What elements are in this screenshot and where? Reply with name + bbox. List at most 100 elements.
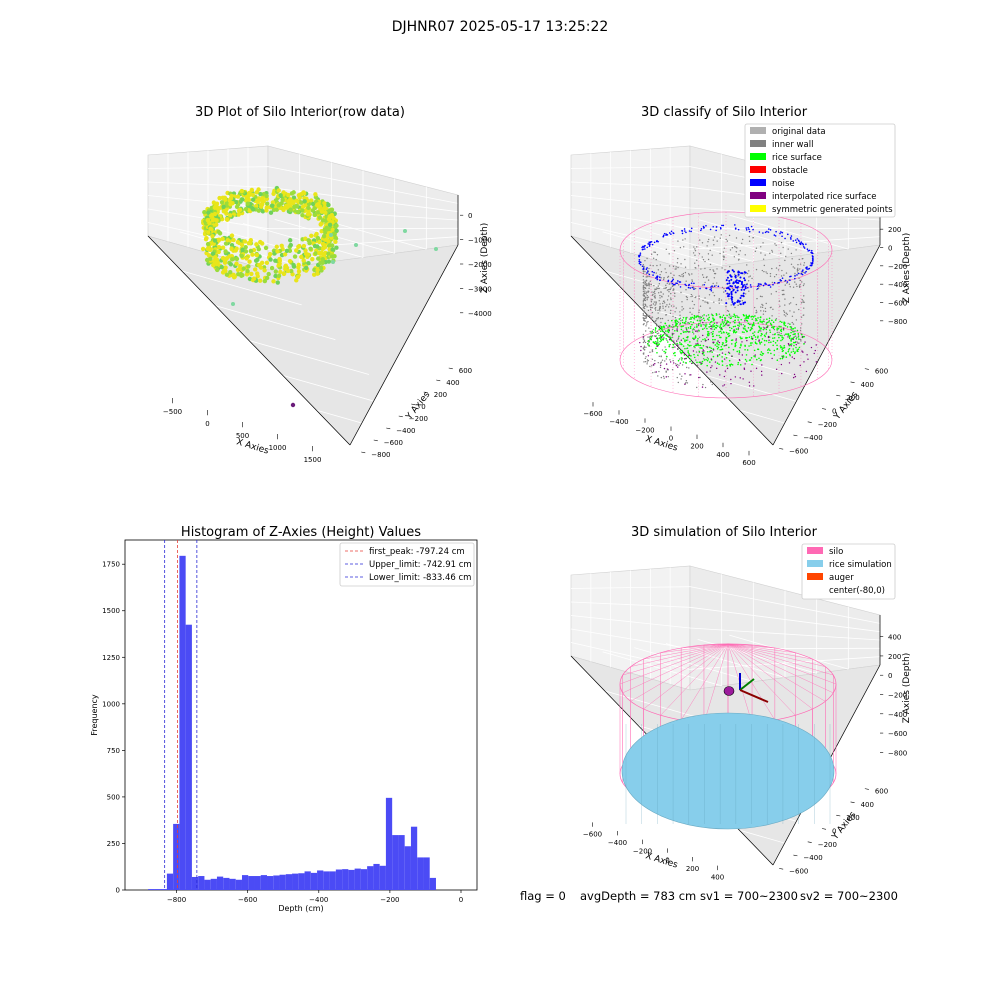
noise-point <box>789 279 791 281</box>
rice-surface-point <box>710 347 713 350</box>
rice-surface-point <box>781 336 784 339</box>
inner-wall-point <box>722 251 725 253</box>
rice-surface-point <box>768 321 770 323</box>
inner-wall-point <box>762 310 765 312</box>
rice-surface-point <box>774 333 776 335</box>
y-tick-label: 500 <box>107 793 120 801</box>
tick-label: 600 <box>875 368 888 376</box>
rice-surface-point <box>701 360 704 363</box>
noise-point <box>744 301 747 304</box>
rice-surface-point <box>759 343 761 345</box>
noise-point <box>744 287 747 290</box>
noise-point <box>730 295 733 298</box>
rice-surface-point <box>786 333 788 335</box>
interpolated-point <box>813 352 815 355</box>
interpolated-point <box>667 368 669 371</box>
noise-point <box>639 252 642 254</box>
inner-wall-point <box>663 333 666 335</box>
tick-label: 400 <box>861 381 874 389</box>
inner-wall-point <box>667 326 670 328</box>
rice-surface-point <box>738 351 741 354</box>
rice-surface-point <box>720 348 723 351</box>
noise-point <box>789 236 792 239</box>
inner-wall-point <box>784 304 786 306</box>
histogram-bar <box>229 878 236 890</box>
interpolated-point <box>723 375 726 378</box>
rice-surface-point <box>745 319 748 322</box>
inner-wall-point <box>772 333 774 336</box>
rice-surface-point <box>713 325 716 327</box>
inner-wall-point <box>748 276 750 278</box>
inner-wall-point <box>662 293 664 295</box>
grid-line <box>634 647 754 683</box>
inner-wall-point <box>646 283 648 285</box>
inner-wall-point <box>690 295 692 298</box>
inner-wall-point <box>654 359 656 362</box>
inner-wall-point <box>680 319 682 322</box>
rice-surface-point <box>787 349 790 351</box>
inner-wall-point <box>712 286 714 288</box>
rice-surface-point <box>718 363 720 366</box>
grid-line <box>602 651 722 687</box>
rice-surface-point <box>790 343 793 345</box>
rice-surface-point <box>656 340 659 342</box>
raw-point <box>312 267 317 273</box>
inner-wall-point <box>706 245 708 247</box>
noise-point <box>744 285 747 288</box>
inner-wall-point <box>661 359 664 361</box>
raw-point <box>229 257 235 262</box>
rice-surface-point <box>689 341 691 343</box>
raw-point <box>224 211 229 216</box>
inner-wall-point <box>784 259 786 262</box>
inner-wall-point <box>688 318 691 320</box>
interpolated-point <box>753 385 755 387</box>
rice-surface-point <box>758 357 760 360</box>
inner-wall-point <box>665 284 667 287</box>
inner-wall-point <box>713 301 715 303</box>
inner-wall-point <box>685 280 687 282</box>
inner-wall-point <box>654 295 656 297</box>
rice-surface-point <box>776 329 778 331</box>
noise-point <box>794 239 797 241</box>
raw-point <box>309 198 314 203</box>
rice-surface-point <box>690 355 692 357</box>
inner-wall-point <box>652 303 655 305</box>
rice-surface-point <box>744 358 747 361</box>
histogram-bar <box>210 878 217 890</box>
raw-point <box>229 246 234 251</box>
inner-wall-point <box>752 237 754 239</box>
interpolated-point <box>654 363 656 365</box>
inner-wall-point <box>645 276 647 278</box>
inner-wall-point <box>762 258 765 260</box>
inner-wall-point <box>803 301 805 303</box>
inner-wall-point <box>655 301 657 304</box>
rice-surface-point <box>661 338 664 340</box>
noise-point <box>811 251 813 254</box>
histogram-bar <box>348 869 355 890</box>
noise-point <box>789 275 791 278</box>
raw-point <box>271 279 276 284</box>
inner-wall-point <box>666 299 669 301</box>
noise-point <box>653 241 656 244</box>
raw-point <box>264 260 270 266</box>
y-tick-label: 0 <box>116 887 120 895</box>
raw-point <box>289 268 294 274</box>
inner-wall-point <box>789 286 791 288</box>
legend-swatch <box>750 179 766 186</box>
rice-surface-point <box>712 324 715 326</box>
inner-wall-point <box>684 258 686 261</box>
noise-point <box>812 257 814 259</box>
noise-point <box>638 260 640 263</box>
raw-point <box>281 207 286 213</box>
inner-wall-point <box>652 293 654 296</box>
tick-mark <box>779 868 784 870</box>
inner-wall-point <box>646 321 648 323</box>
raw-point <box>219 264 224 270</box>
inner-wall-point <box>655 303 657 305</box>
legend-label: rice simulation <box>829 560 892 570</box>
noise-point <box>667 280 669 283</box>
histogram-bar <box>379 865 386 890</box>
inner-wall-point <box>799 338 802 341</box>
rice-surface-point <box>745 360 748 362</box>
inner-wall-point <box>707 253 710 255</box>
